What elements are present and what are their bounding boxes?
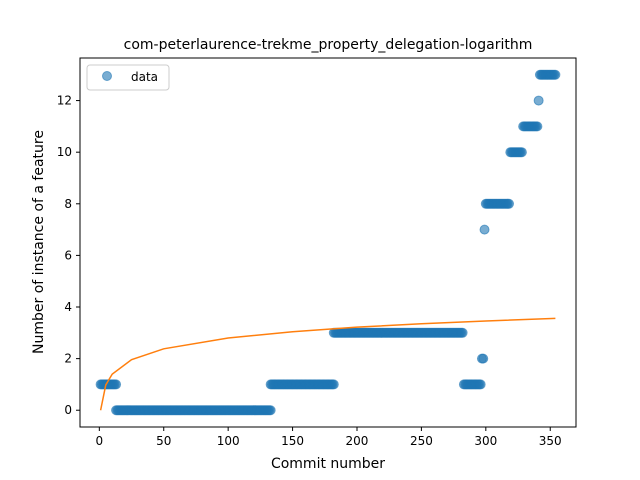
x-tick-label: 150	[281, 434, 304, 448]
y-tick-label: 6	[64, 248, 72, 262]
x-tick-label: 100	[217, 434, 240, 448]
data-point	[533, 95, 544, 106]
y-tick-label: 0	[64, 403, 72, 417]
y-tick-label: 4	[64, 300, 72, 314]
data-point	[457, 327, 468, 338]
data-point	[516, 147, 527, 158]
ticks-layer: 0 50 100 150 200 250 300 350 0 2 4 6 8 10 12	[57, 94, 562, 448]
fit-line	[99, 317, 556, 411]
chart-title: com-peterlaurence-trekme_property_delega…	[124, 37, 533, 53]
x-tick-label: 200	[346, 434, 369, 448]
y-tick-label: 8	[64, 197, 72, 211]
x-tick-label: 350	[539, 434, 562, 448]
x-tick-label: 300	[474, 434, 497, 448]
y-tick-label: 10	[57, 145, 72, 159]
data-point	[475, 379, 486, 390]
x-tick-label: 50	[156, 434, 171, 448]
data-point	[550, 69, 561, 80]
data-point	[504, 198, 515, 209]
data-point	[111, 379, 122, 390]
data-point	[478, 353, 489, 364]
y-tick-label: 12	[57, 94, 72, 108]
x-axis-label: Commit number	[271, 456, 385, 472]
data-points	[95, 69, 561, 416]
legend-marker-data	[102, 71, 112, 81]
plot-layer	[95, 69, 561, 416]
axes-frame	[79, 57, 577, 428]
legend: data	[86, 64, 170, 91]
data-point	[532, 121, 543, 132]
data-point	[328, 379, 339, 390]
x-tick-label: 250	[410, 434, 433, 448]
data-point	[479, 224, 490, 235]
y-tick-label: 2	[64, 352, 72, 366]
x-tick-label: 0	[96, 434, 104, 448]
y-axis-label: Number of instance of a feature	[31, 130, 47, 354]
legend-label-data: data	[131, 70, 158, 84]
data-point	[265, 405, 276, 416]
